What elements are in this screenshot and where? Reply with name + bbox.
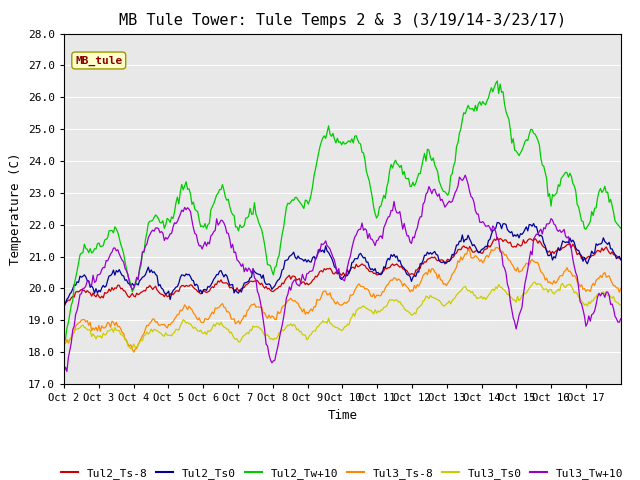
Tul2_Ts-8 [458,244,466,250]
Tul2_Ts-8 [60,298,68,303]
Tul3_Ts0 [127,346,134,351]
Tul2_Tw+10 [493,78,501,84]
Tul3_Ts0 [458,286,466,291]
Tul2_Ts0 [346,267,354,273]
Legend: Tul2_Ts-8, Tul2_Ts0, Tul2_Tw+10, Tul3_Ts-8, Tul3_Ts0, Tul3_Tw+10: Tul2_Ts-8, Tul2_Ts0, Tul2_Tw+10, Tul3_Ts… [57,464,628,480]
Tul2_Ts-8 [98,293,106,299]
Tul3_Tw+10 [346,253,354,259]
Line: Tul3_Ts0: Tul3_Ts0 [64,282,621,348]
Tul3_Tw+10 [97,271,104,276]
Line: Tul2_Tw+10: Tul2_Tw+10 [64,81,621,342]
Tul2_Ts0 [79,274,87,279]
Tul2_Ts0 [493,220,501,226]
Tul3_Ts-8 [348,292,356,298]
Text: MB_tule: MB_tule [75,55,122,66]
Line: Tul2_Ts-8: Tul2_Ts-8 [64,238,621,303]
Tul3_Tw+10 [461,172,469,178]
Tul2_Ts-8 [61,300,69,306]
Tul2_Ts-8 [617,256,625,262]
Tul2_Ts0 [614,254,621,260]
Tul2_Tw+10 [614,222,621,228]
Tul3_Tw+10 [457,176,465,182]
Tul2_Ts-8 [348,264,356,270]
Tul2_Tw+10 [541,170,549,176]
Tul3_Ts0 [617,302,625,308]
Tul2_Tw+10 [60,339,68,345]
Tul3_Ts-8 [616,289,623,295]
Tul2_Tw+10 [97,244,104,250]
Tul3_Ts0 [531,279,539,285]
Tul3_Tw+10 [614,319,621,325]
Tul3_Ts-8 [97,328,104,334]
Tul3_Ts-8 [60,342,68,348]
Tul3_Tw+10 [541,226,549,232]
Tul2_Tw+10 [346,139,354,145]
Tul3_Tw+10 [60,370,68,375]
Tul3_Ts0 [348,314,356,320]
Tul3_Ts-8 [130,349,138,355]
Tul2_Tw+10 [457,126,465,132]
Tul2_Ts-8 [616,255,623,261]
Tul2_Ts-8 [493,235,501,240]
Tul2_Ts0 [617,257,625,263]
Tul3_Ts-8 [458,257,466,263]
Tul3_Ts0 [543,286,550,292]
Line: Tul2_Ts0: Tul2_Ts0 [64,223,621,307]
Tul3_Tw+10 [79,286,87,291]
Tul3_Ts-8 [493,245,501,251]
Tul3_Ts-8 [617,286,625,291]
Tul2_Tw+10 [79,250,87,255]
Y-axis label: Temperature (C): Temperature (C) [10,153,22,265]
Tul2_Ts-8 [81,288,88,293]
Tul2_Ts0 [97,289,104,295]
Tul3_Ts0 [616,301,623,307]
Tul3_Ts0 [60,340,68,346]
Line: Tul3_Tw+10: Tul3_Tw+10 [64,175,621,372]
Title: MB Tule Tower: Tule Temps 2 & 3 (3/19/14-3/23/17): MB Tule Tower: Tule Temps 2 & 3 (3/19/14… [119,13,566,28]
Tul3_Tw+10 [617,316,625,322]
Tul2_Ts0 [541,243,549,249]
Tul3_Ts0 [79,322,87,328]
Tul3_Ts-8 [79,317,87,323]
Line: Tul3_Ts-8: Tul3_Ts-8 [64,248,621,352]
Tul3_Ts0 [97,333,104,339]
X-axis label: Time: Time [328,408,357,421]
Tul2_Tw+10 [617,226,625,231]
Tul2_Ts0 [457,239,465,244]
Tul3_Ts-8 [543,276,550,281]
Tul2_Ts-8 [543,248,550,253]
Tul2_Ts0 [60,304,68,310]
